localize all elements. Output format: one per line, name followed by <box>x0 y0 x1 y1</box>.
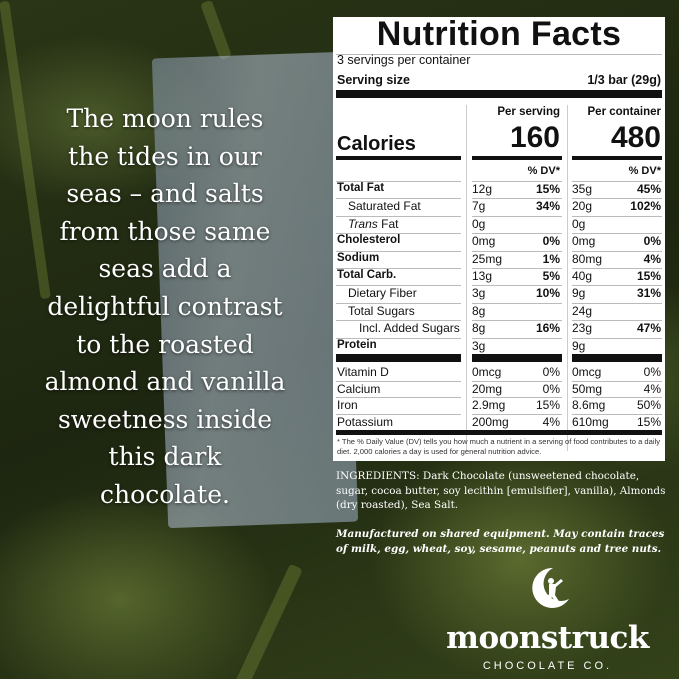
amount-per-serving: 20mg <box>472 381 503 396</box>
amount-per-container: 35g <box>572 182 593 196</box>
amount-per-container: 9g <box>572 286 586 301</box>
amount-per-container: 23g <box>572 321 593 336</box>
tagline-line: seas – and salts <box>66 179 264 209</box>
amount-per-serving: 200mg <box>472 414 509 429</box>
amount-per-container: 0mg <box>572 234 596 249</box>
micronutrient-name: Calcium <box>337 381 381 396</box>
tagline-line: from those same <box>59 216 271 246</box>
dv-per-container: 15% <box>636 414 661 429</box>
amount-per-serving: 8g <box>472 303 486 318</box>
calories-per-serving: 160 <box>509 121 560 154</box>
amount-per-container: 24g <box>572 303 593 318</box>
micronutrient-name: Potassium <box>337 414 394 429</box>
amount-per-serving: 0mcg <box>472 365 502 379</box>
dv-per-container: 4% <box>643 381 661 396</box>
micronutrient-name: Iron <box>337 398 358 413</box>
dv-per-serving: 34% <box>535 199 560 214</box>
dv-per-serving: 16% <box>535 321 560 336</box>
dv-per-container: 0% <box>643 365 661 379</box>
tagline-line: this dark <box>108 442 222 472</box>
crescent-moon-icon <box>531 567 569 608</box>
nutrient-name: Cholesterol <box>337 234 401 247</box>
dv-per-container: 47% <box>636 321 661 336</box>
nutrient-name: Total Carb. <box>337 269 397 281</box>
serving-size-value: 1/3 bar (29g) <box>587 73 661 87</box>
tagline-line: chocolate. <box>100 479 230 509</box>
calories-label: Calories <box>337 133 416 155</box>
nutrient-name: Total Sugars <box>348 303 415 318</box>
amount-per-serving: 7g <box>472 199 486 214</box>
serving-size-label: Serving size <box>337 73 410 87</box>
dv-per-container: 0% <box>643 234 661 249</box>
amount-per-container: 40g <box>572 269 593 283</box>
calories-per-container: 480 <box>610 121 661 154</box>
ingredients-text: INGREDIENTS: Dark Chocolate (unsweetened… <box>336 470 666 511</box>
nutrient-name: Sodium <box>337 251 380 264</box>
dv-per-serving: 4% <box>542 414 560 429</box>
amount-per-serving: 0mg <box>472 234 496 249</box>
dv-per-container: 102% <box>630 199 661 214</box>
moonstruck-logo: moonstruck CHOCOLATE CO. <box>430 565 665 672</box>
dv-header-container: % DV* <box>628 165 661 177</box>
amount-per-serving: 25mg <box>472 251 503 266</box>
tagline-line: seas add a <box>98 254 232 284</box>
amount-per-serving: 0g <box>472 216 486 231</box>
dv-per-container: 31% <box>636 286 661 301</box>
nutrient-name: Total Fat <box>337 182 385 194</box>
logo-brand: moonstruck <box>446 620 649 656</box>
nutrition-facts-label: Nutrition Facts 3 servings per container… <box>333 15 665 461</box>
dv-per-serving: 10% <box>535 286 560 301</box>
dv-footnote: * The % Daily Value (DV) tells you how m… <box>337 437 661 456</box>
amount-per-serving: 3g <box>472 286 486 301</box>
nutrient-name: Saturated Fat <box>348 199 421 214</box>
micronutrient-name: Vitamin D <box>337 365 389 379</box>
amount-per-serving: 2.9mg <box>472 398 506 413</box>
dv-per-container: 45% <box>636 182 661 196</box>
tagline-line: almond and vanilla <box>44 367 286 397</box>
amount-per-container: 20g <box>572 199 593 214</box>
per-serving-header: Per serving <box>497 106 560 118</box>
amount-per-container: 50mg <box>572 381 603 396</box>
dv-per-container: 15% <box>636 269 661 283</box>
per-container-header: Per container <box>587 106 662 118</box>
dv-per-serving: 15% <box>535 182 560 196</box>
dv-per-serving: 5% <box>542 269 560 283</box>
amount-per-container: 80mg <box>572 251 603 266</box>
dv-per-serving: 0% <box>542 381 560 396</box>
tagline-line: the tides in our <box>68 141 262 171</box>
amount-per-serving: 13g <box>472 269 493 283</box>
allergy-statement: Manufactured on shared equipment. May co… <box>336 528 665 555</box>
nutrient-name: Trans Fat <box>348 216 399 231</box>
dv-per-container: 50% <box>636 398 661 413</box>
dv-per-container: 4% <box>643 251 661 266</box>
label-title: Nutrition Facts <box>376 15 622 53</box>
dv-per-serving: 15% <box>535 398 560 413</box>
logo-subtitle: CHOCOLATE CO. <box>482 660 613 672</box>
amount-per-container: 9g <box>572 338 586 353</box>
amount-per-serving: 3g <box>472 338 486 353</box>
amount-per-serving: 12g <box>472 182 493 196</box>
dv-per-serving: 0% <box>542 234 560 249</box>
dv-header-serving: % DV* <box>527 165 560 177</box>
dv-per-serving: 1% <box>542 251 560 266</box>
tagline: The moon rules the tides in our seas – and… <box>10 100 320 514</box>
amount-per-container: 8.6mg <box>572 398 606 413</box>
servings-per-container: 3 servings per container <box>337 53 471 67</box>
amount-per-container: 610mg <box>572 414 609 429</box>
nutrient-name: Protein <box>337 338 377 351</box>
nutrient-name: Dietary Fiber <box>348 286 417 301</box>
tagline-line: sweetness inside <box>57 404 273 434</box>
amount-per-serving: 8g <box>472 321 486 336</box>
dv-per-serving: 0% <box>542 365 560 379</box>
nutrient-name: Incl. Added Sugars <box>359 321 460 336</box>
tagline-line: delightful contrast <box>47 291 283 321</box>
amount-per-container: 0g <box>572 216 586 231</box>
amount-per-container: 0mcg <box>572 365 602 379</box>
tagline-line: The moon rules <box>66 104 264 133</box>
tagline-line: to the roasted <box>76 329 254 359</box>
